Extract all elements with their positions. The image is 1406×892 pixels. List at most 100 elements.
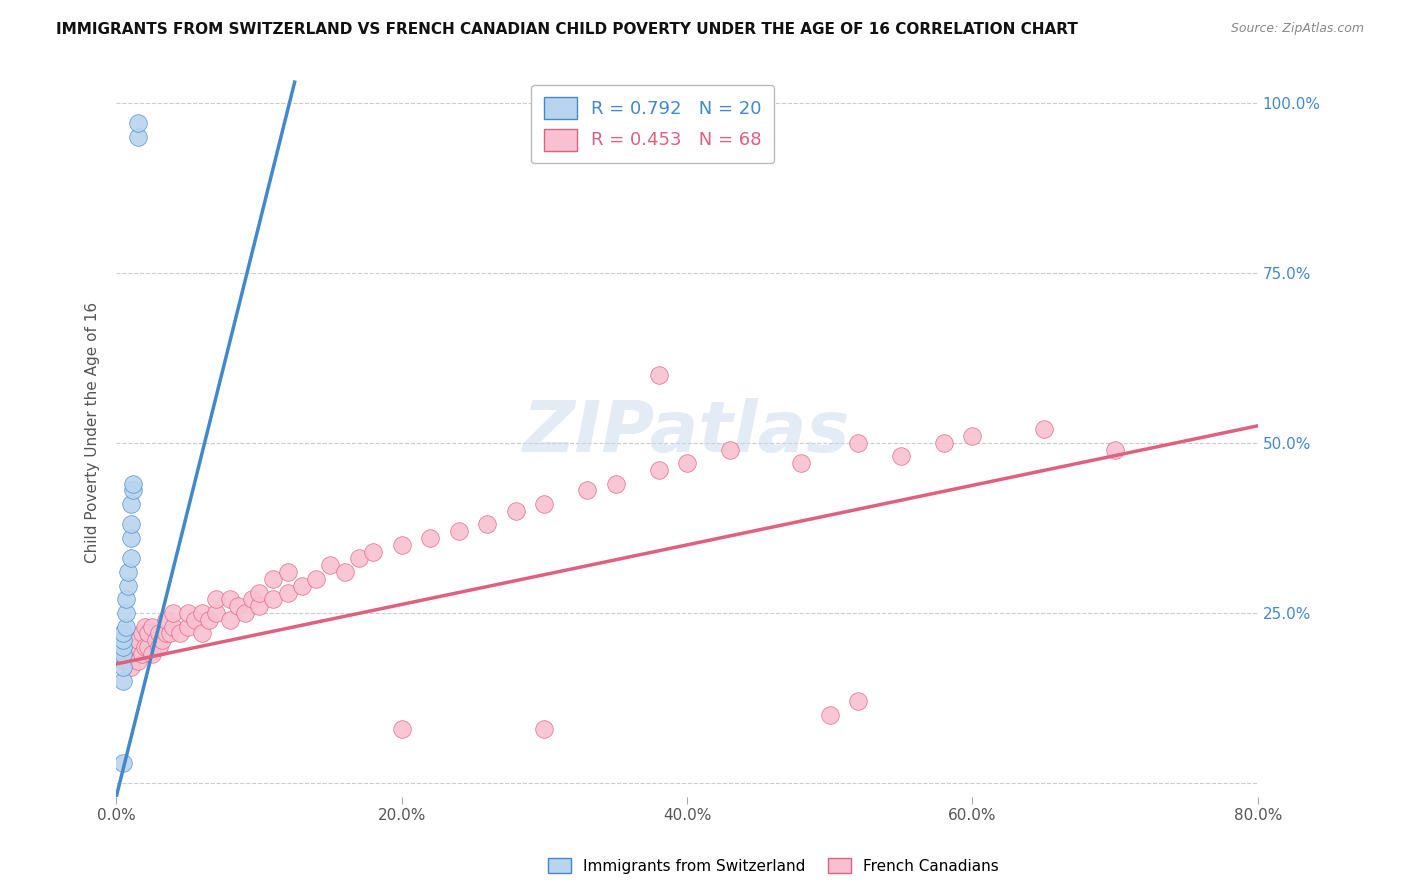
Text: Source: ZipAtlas.com: Source: ZipAtlas.com	[1230, 22, 1364, 36]
Point	[205, 606, 228, 620]
Point	[233, 606, 256, 620]
Point	[122, 647, 145, 661]
Point	[127, 640, 149, 654]
Point	[117, 565, 139, 579]
Point	[1104, 442, 1126, 457]
Point	[333, 565, 356, 579]
Point	[112, 660, 135, 674]
Point	[419, 531, 441, 545]
Point	[155, 626, 177, 640]
Point	[112, 626, 135, 640]
Point	[276, 565, 298, 579]
Point	[505, 504, 527, 518]
Point	[120, 640, 142, 654]
Point	[846, 435, 869, 450]
Point	[647, 368, 669, 382]
Point	[127, 654, 149, 668]
Point	[533, 497, 555, 511]
Point	[148, 640, 170, 654]
Point	[818, 708, 841, 723]
Point	[361, 544, 384, 558]
Point	[115, 619, 138, 633]
Point	[162, 606, 184, 620]
Point	[347, 551, 370, 566]
Point	[262, 572, 284, 586]
Point	[447, 524, 470, 539]
Point	[676, 456, 699, 470]
Point	[112, 640, 135, 654]
Point	[962, 429, 984, 443]
Point	[391, 722, 413, 736]
Point	[120, 531, 142, 545]
Point	[846, 694, 869, 708]
Point	[605, 476, 627, 491]
Legend: R = 0.792   N = 20, R = 0.453   N = 68: R = 0.792 N = 20, R = 0.453 N = 68	[531, 85, 775, 163]
Point	[112, 633, 135, 648]
Point	[533, 722, 555, 736]
Point	[112, 673, 135, 688]
Point	[112, 756, 135, 770]
Point	[148, 626, 170, 640]
Point	[391, 538, 413, 552]
Point	[122, 483, 145, 498]
Text: IMMIGRANTS FROM SWITZERLAND VS FRENCH CANADIAN CHILD POVERTY UNDER THE AGE OF 16: IMMIGRANTS FROM SWITZERLAND VS FRENCH CA…	[56, 22, 1078, 37]
Point	[145, 633, 167, 648]
Point	[576, 483, 599, 498]
Point	[127, 129, 149, 144]
Point	[219, 592, 242, 607]
Point	[647, 463, 669, 477]
Point	[191, 626, 214, 640]
Point	[477, 517, 499, 532]
Point	[115, 592, 138, 607]
Point	[136, 640, 159, 654]
Point	[115, 606, 138, 620]
Point	[112, 647, 135, 661]
Point	[127, 116, 149, 130]
Point	[205, 592, 228, 607]
Point	[122, 476, 145, 491]
Point	[155, 613, 177, 627]
Point	[159, 626, 181, 640]
Point	[247, 585, 270, 599]
Point	[319, 558, 342, 573]
Point	[198, 613, 221, 627]
Point	[117, 579, 139, 593]
Point	[191, 606, 214, 620]
Point	[932, 435, 955, 450]
Point	[718, 442, 741, 457]
Point	[169, 626, 191, 640]
Point	[127, 633, 149, 648]
Point	[120, 551, 142, 566]
Point	[120, 497, 142, 511]
Point	[141, 647, 163, 661]
Point	[247, 599, 270, 614]
Point	[291, 579, 314, 593]
Point	[226, 599, 249, 614]
Point	[1032, 422, 1054, 436]
Point	[131, 626, 153, 640]
Point	[162, 619, 184, 633]
Point	[150, 633, 173, 648]
Point	[176, 606, 198, 620]
Point	[276, 585, 298, 599]
Point	[790, 456, 813, 470]
Point	[219, 613, 242, 627]
Point	[176, 619, 198, 633]
Point	[890, 450, 912, 464]
Point	[131, 647, 153, 661]
Point	[141, 619, 163, 633]
Point	[134, 619, 156, 633]
Point	[240, 592, 263, 607]
Y-axis label: Child Poverty Under the Age of 16: Child Poverty Under the Age of 16	[86, 302, 100, 563]
Point	[134, 640, 156, 654]
Point	[120, 517, 142, 532]
Point	[262, 592, 284, 607]
Point	[120, 660, 142, 674]
Point	[112, 654, 135, 668]
Text: ZIPatlas: ZIPatlas	[523, 398, 851, 467]
Legend: Immigrants from Switzerland, French Canadians: Immigrants from Switzerland, French Cana…	[541, 852, 1005, 880]
Point	[115, 647, 138, 661]
Point	[305, 572, 328, 586]
Point	[136, 626, 159, 640]
Point	[184, 613, 207, 627]
